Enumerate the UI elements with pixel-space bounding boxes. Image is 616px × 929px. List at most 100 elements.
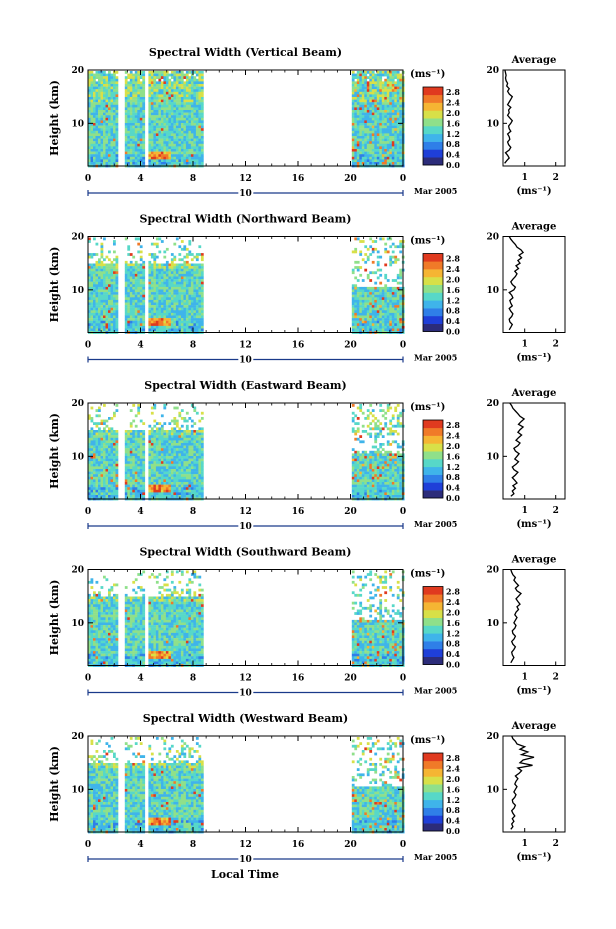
heatmap-cell — [173, 154, 177, 157]
heatmap-cell — [142, 422, 146, 425]
heatmap-cell — [90, 117, 94, 121]
heatmap-cell — [155, 91, 159, 95]
heatmap-cell — [132, 86, 136, 90]
heatmap-cell — [168, 443, 172, 446]
heatmap-cell — [105, 99, 109, 103]
heatmap-cell — [175, 268, 179, 272]
heatmap-cell — [190, 86, 194, 90]
heatmap-cell — [384, 138, 388, 142]
heatmap-cell — [124, 325, 128, 329]
heatmap-cell — [98, 414, 101, 418]
heatmap-cell — [105, 84, 109, 87]
heatmap-cell — [134, 474, 138, 477]
heatmap-cell — [173, 162, 177, 165]
heatmap-cell — [195, 432, 199, 436]
heatmap-cell — [175, 305, 179, 308]
heatmap-cell — [127, 489, 131, 493]
heatmap-cell — [148, 123, 152, 126]
heatmap-cell — [384, 128, 388, 131]
heatmap-cell — [386, 133, 390, 137]
heatmap-cell — [381, 143, 385, 147]
heatmap-cell — [139, 162, 143, 165]
heatmap-cell — [195, 435, 199, 438]
heatmap-cell — [193, 97, 197, 100]
heatmap-cell — [95, 81, 99, 85]
heatmap-cell — [188, 432, 192, 436]
heatmap-cell — [165, 136, 169, 139]
heatmap-cell — [88, 78, 91, 82]
heatmap-cell — [88, 440, 91, 444]
heatmap-cell — [195, 292, 199, 295]
heatmap-cell — [105, 255, 109, 259]
heatmap-cell — [379, 125, 383, 129]
heatmap-cell — [168, 281, 172, 285]
heatmap-cell — [108, 430, 111, 433]
heatmap-cell — [173, 323, 177, 327]
heatmap-cell — [391, 299, 395, 303]
heatmap-cell — [115, 156, 119, 160]
heatmap-cell — [376, 104, 380, 108]
heatmap-cell — [139, 115, 143, 118]
heatmap-cell — [132, 435, 136, 438]
heatmap-cell — [183, 430, 187, 433]
heatmap-cell — [158, 112, 162, 116]
heatmap-cell — [113, 242, 116, 246]
heatmap-cell — [105, 151, 109, 155]
heatmap-cell — [93, 162, 96, 165]
heatmap-cell — [354, 143, 358, 147]
heatmap-cell — [399, 156, 403, 160]
heatmap-cell — [88, 104, 91, 108]
heatmap-cell — [132, 130, 136, 134]
heatmap-cell — [98, 115, 101, 118]
heatmap-cell — [381, 120, 385, 124]
heatmap-cell — [371, 136, 375, 139]
heatmap-cell — [132, 266, 136, 269]
heatmap-cell — [95, 253, 99, 256]
heatmap-cell — [399, 89, 403, 92]
heatmap-cell — [98, 94, 101, 98]
heatmap-cell — [391, 328, 395, 332]
heatmap-cell — [374, 307, 378, 311]
heatmap-cell — [386, 312, 390, 316]
heatmap-cell — [351, 328, 355, 332]
heatmap-cell — [394, 294, 398, 298]
heatmap-cell — [127, 453, 131, 457]
heatmap-cell — [163, 162, 167, 165]
heatmap-cell — [359, 315, 363, 319]
heatmap-cell — [356, 310, 360, 314]
heatmap-cell — [90, 110, 94, 113]
heatmap-cell — [137, 482, 141, 485]
heatmap-cell — [359, 312, 363, 316]
heatmap-cell — [115, 128, 119, 131]
heatmap-cell — [376, 71, 380, 74]
heatmap-cell — [351, 89, 355, 92]
heatmap-cell — [180, 312, 184, 316]
heatmap-cell — [100, 482, 104, 485]
heatmap-cell — [371, 250, 375, 254]
heatmap-cell — [356, 136, 360, 139]
heatmap-cell — [195, 284, 199, 288]
heatmap-cell — [180, 435, 184, 438]
heatmap-cell — [113, 120, 116, 124]
heatmap-cell — [95, 440, 99, 444]
heatmap-cell — [115, 450, 119, 454]
heatmap-cell — [183, 435, 187, 438]
heatmap-cell — [366, 136, 370, 139]
heatmap-cell — [178, 162, 182, 165]
heatmap-cell — [379, 325, 383, 329]
heatmap-cell — [127, 149, 131, 152]
heatmap-cell — [170, 133, 174, 137]
heatmap-cell — [394, 89, 398, 92]
heatmap-cell — [88, 120, 91, 124]
heatmap-cell — [195, 146, 199, 150]
heatmap-cell — [178, 273, 182, 277]
heatmap-cell — [396, 117, 400, 121]
heatmap-cell — [142, 89, 146, 92]
heatmap-cell — [95, 260, 99, 264]
heatmap-cell — [142, 97, 146, 100]
heatmap-cell — [158, 156, 162, 160]
heatmap-cell — [188, 289, 192, 293]
heatmap-cell — [354, 276, 358, 280]
heatmap-cell — [173, 86, 177, 90]
heatmap-cell — [150, 94, 154, 98]
